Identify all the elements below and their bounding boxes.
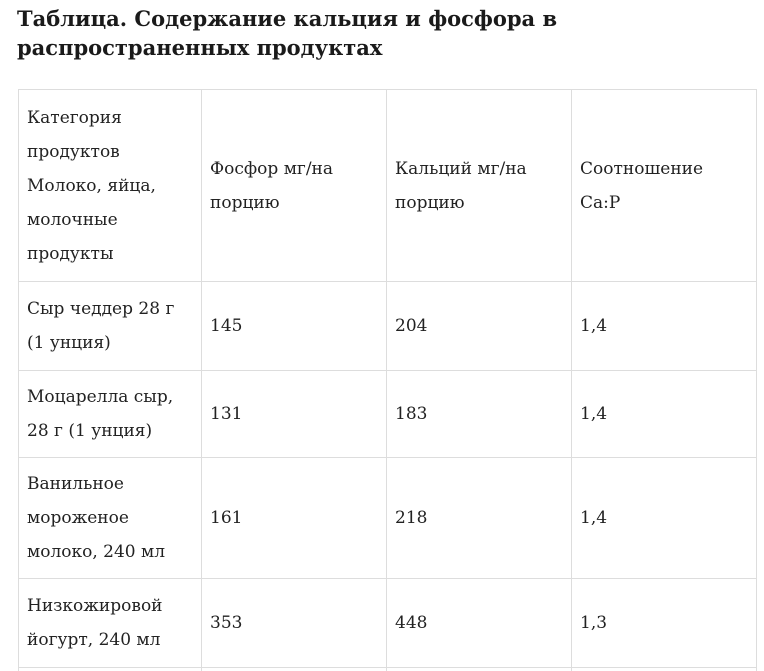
header-cell-category: Категория продуктов Молоко, яйца, молочн… [18,89,202,282]
phosphorus-value: 131 [210,404,243,424]
ratio-value: 1,4 [580,508,608,528]
empty-cell [386,667,572,671]
product-name: Моцарелла сыр, 28 г (1 унция) [27,387,174,441]
table-row: Ванильное мороженое молоко, 240 мл 161 2… [18,457,757,579]
table-row: Сыр чеддер 28 г (1 унция) 145 204 1,4 [18,281,757,371]
calcium-value: 183 [395,404,428,424]
phosphorus-cell: 161 [201,457,387,579]
product-cell: Ванильное мороженое молоко, 240 мл [18,457,202,579]
calcium-cell: 204 [386,281,572,371]
calcium-cell: 448 [386,578,572,668]
ratio-cell: 1,4 [571,281,757,371]
phosphorus-cell: 353 [201,578,387,668]
table-row: Моцарелла сыр, 28 г (1 унция) 131 183 1,… [18,370,757,458]
product-name: Сыр чеддер 28 г (1 унция) [27,299,175,353]
phosphorus-value: 353 [210,613,243,633]
header-phosphorus-text: Фосфор мг/на порцию [210,158,334,213]
header-cell-ratio: Соотношение Ca:P [571,89,757,282]
ratio-cell: 1,4 [571,370,757,458]
calcium-value: 218 [395,508,428,528]
table-row-partial [18,667,757,671]
calcium-cell: 183 [386,370,572,458]
phosphorus-value: 161 [210,508,243,528]
phosphorus-value: 145 [210,316,243,336]
ratio-value: 1,4 [580,404,608,424]
product-name: Низкожировой йогурт, 240 мл [27,596,163,650]
phosphorus-cell: 145 [201,281,387,371]
header-cell-phosphorus: Фосфор мг/на порцию [201,89,387,282]
phosphorus-cell: 131 [201,370,387,458]
ratio-cell: 1,3 [571,578,757,668]
calcium-value: 448 [395,613,428,633]
ratio-value: 1,4 [580,316,608,336]
product-name: Ванильное мороженое молоко, 240 мл [27,474,166,562]
table-header-row: Категория продуктов Молоко, яйца, молочн… [18,89,757,282]
table-row: Низкожировой йогурт, 240 мл 353 448 1,3 [18,578,757,668]
calcium-cell: 218 [386,457,572,579]
nutrition-table: Категория продуктов Молоко, яйца, молочн… [18,89,757,671]
ratio-value: 1,3 [580,613,608,633]
header-calcium-text: Кальций мг/на порцию [395,158,527,213]
empty-cell [201,667,387,671]
product-cell: Низкожировой йогурт, 240 мл [18,578,202,668]
product-cell: Моцарелла сыр, 28 г (1 унция) [18,370,202,458]
empty-cell [571,667,757,671]
table-title: Таблица. Содержание кальция и фосфора в … [17,6,558,60]
header-ratio-text: Соотношение Ca:P [580,158,704,213]
product-cell: Сыр чеддер 28 г (1 унция) [18,281,202,371]
calcium-value: 204 [395,316,428,336]
ratio-cell: 1,4 [571,457,757,579]
empty-cell [18,667,202,671]
header-category-text: Категория продуктов Молоко, яйца, молочн… [27,107,156,264]
header-cell-calcium: Кальций мг/на порцию [386,89,572,282]
